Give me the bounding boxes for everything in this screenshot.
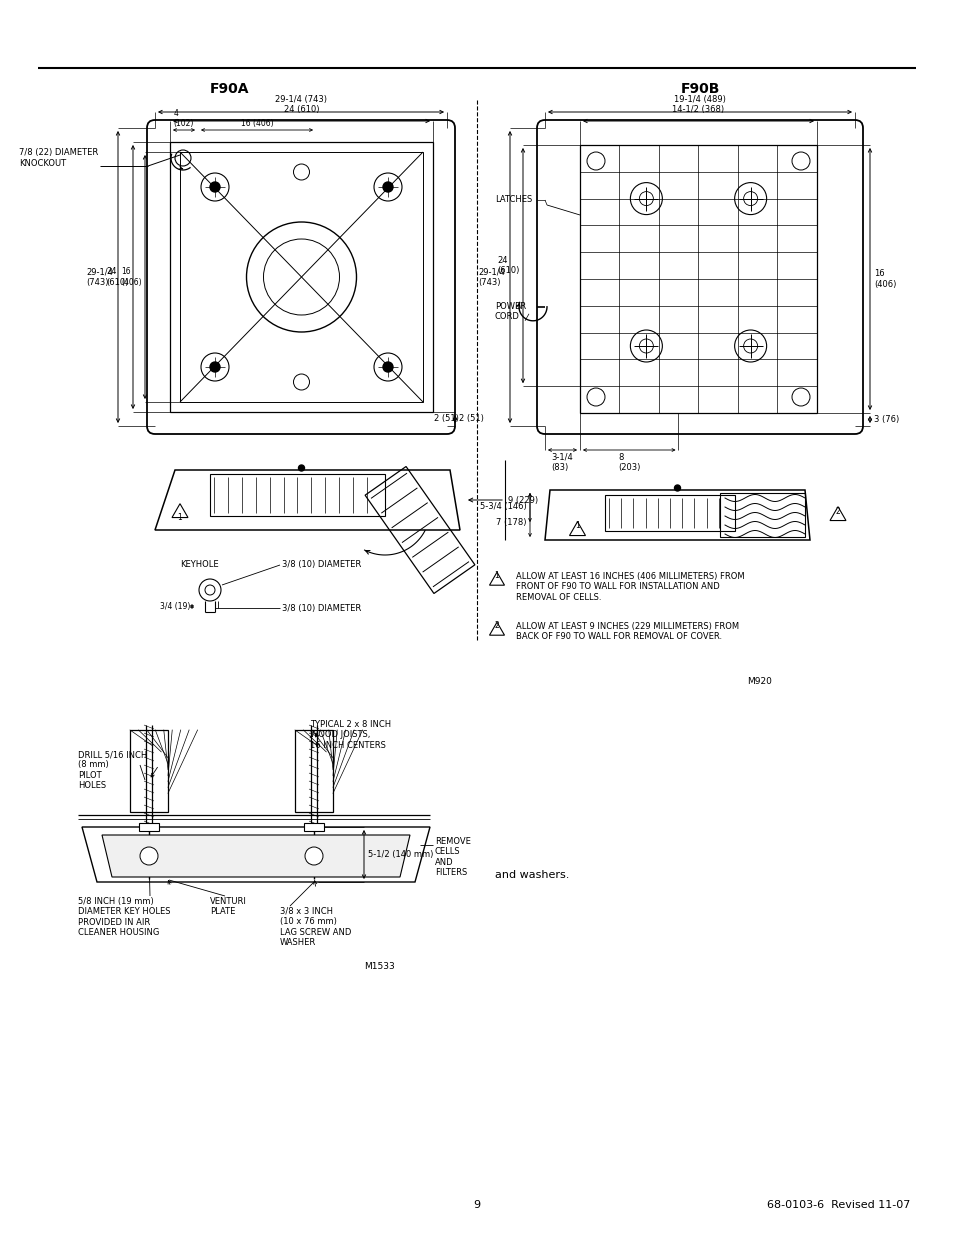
Text: 8
(203): 8 (203) (618, 453, 639, 473)
Text: 2 (51): 2 (51) (434, 415, 458, 424)
Circle shape (674, 485, 679, 492)
Text: 3/8 (10) DIAMETER: 3/8 (10) DIAMETER (282, 561, 361, 569)
Bar (180, 152, 422, 403)
Text: 2: 2 (835, 506, 840, 515)
Text: 14-1/2 (368): 14-1/2 (368) (672, 105, 723, 114)
Text: LATCHES: LATCHES (495, 195, 532, 205)
Text: 5-1/2 (140 mm): 5-1/2 (140 mm) (368, 850, 433, 860)
Text: 16 (406): 16 (406) (240, 119, 273, 128)
Bar (579, 144, 816, 412)
Text: 4
(102): 4 (102) (173, 109, 194, 128)
Text: 3-1/4
(83): 3-1/4 (83) (551, 453, 573, 473)
Circle shape (298, 466, 304, 471)
Text: 9: 9 (473, 1200, 480, 1210)
Text: 2 (51): 2 (51) (458, 415, 483, 424)
Text: 3/8 x 3 INCH
(10 x 76 mm)
LAG SCREW AND
WASHER: 3/8 x 3 INCH (10 x 76 mm) LAG SCREW AND … (280, 906, 351, 947)
Text: 29-1/4 (743): 29-1/4 (743) (274, 95, 327, 104)
Bar (139, 823, 159, 831)
Text: 3/8 (10) DIAMETER: 3/8 (10) DIAMETER (282, 604, 361, 613)
Text: 19-1/4 (489): 19-1/4 (489) (674, 95, 725, 104)
Text: and washers.: and washers. (495, 869, 569, 881)
Text: 7/8 (22) DIAMETER
KNOCKOUT: 7/8 (22) DIAMETER KNOCKOUT (19, 148, 98, 168)
Text: 9 (229): 9 (229) (507, 495, 537, 505)
Bar (210, 474, 385, 516)
Text: 16
(406): 16 (406) (121, 267, 142, 287)
Text: 29-1/4
(743): 29-1/4 (743) (477, 267, 504, 287)
Text: F90B: F90B (679, 82, 719, 96)
Circle shape (210, 182, 220, 191)
Text: M1533: M1533 (364, 962, 395, 971)
Text: VENTURI
PLATE: VENTURI PLATE (210, 897, 247, 916)
Text: 5/8 INCH (19 mm)
DIAMETER KEY HOLES
PROVIDED IN AIR
CLEANER HOUSING: 5/8 INCH (19 mm) DIAMETER KEY HOLES PROV… (78, 897, 171, 937)
Text: 2: 2 (494, 621, 498, 631)
Text: 68-0103-6  Revised 11-07: 68-0103-6 Revised 11-07 (766, 1200, 909, 1210)
Circle shape (140, 847, 158, 864)
Bar (720, 493, 804, 537)
Text: 3 (76): 3 (76) (873, 415, 899, 424)
Text: 1: 1 (177, 513, 182, 521)
Bar (170, 142, 433, 412)
Text: 1: 1 (494, 572, 498, 580)
Polygon shape (82, 827, 430, 882)
Text: M920: M920 (747, 677, 772, 685)
Text: 29-1/4
(743): 29-1/4 (743) (86, 267, 112, 287)
Text: 3/4 (19): 3/4 (19) (159, 601, 190, 611)
Circle shape (382, 182, 393, 191)
Text: REMOVE
CELLS
AND
FILTERS: REMOVE CELLS AND FILTERS (435, 837, 471, 877)
Bar (304, 823, 324, 831)
Text: POWER
CORD: POWER CORD (495, 301, 525, 321)
Bar (604, 495, 734, 531)
Text: 24
(610): 24 (610) (497, 256, 519, 275)
Text: 7 (178): 7 (178) (496, 519, 526, 527)
Circle shape (305, 847, 323, 864)
Bar (294, 730, 333, 811)
Text: F90A: F90A (210, 82, 250, 96)
Text: 24
(610): 24 (610) (107, 267, 129, 287)
Text: ALLOW AT LEAST 16 INCHES (406 MILLIMETERS) FROM
FRONT OF F90 TO WALL FOR INSTALL: ALLOW AT LEAST 16 INCHES (406 MILLIMETER… (516, 572, 744, 601)
Text: 1: 1 (575, 521, 579, 531)
Text: 24 (610): 24 (610) (283, 105, 319, 114)
Text: 5-3/4 (146): 5-3/4 (146) (479, 503, 526, 511)
Circle shape (382, 362, 393, 372)
Circle shape (210, 362, 220, 372)
Text: 16
(406): 16 (406) (873, 269, 896, 289)
Text: ALLOW AT LEAST 9 INCHES (229 MILLIMETERS) FROM
BACK OF F90 TO WALL FOR REMOVAL O: ALLOW AT LEAST 9 INCHES (229 MILLIMETERS… (516, 622, 739, 641)
Text: KEYHOLE: KEYHOLE (180, 559, 218, 569)
Text: TYPICAL 2 x 8 INCH
WOOD JOISTS,
16 INCH CENTERS: TYPICAL 2 x 8 INCH WOOD JOISTS, 16 INCH … (310, 720, 391, 750)
Polygon shape (102, 835, 410, 877)
Text: DRILL 5/16 INCH
(8 mm)
PILOT
HOLES: DRILL 5/16 INCH (8 mm) PILOT HOLES (78, 750, 147, 790)
Bar (130, 730, 168, 811)
